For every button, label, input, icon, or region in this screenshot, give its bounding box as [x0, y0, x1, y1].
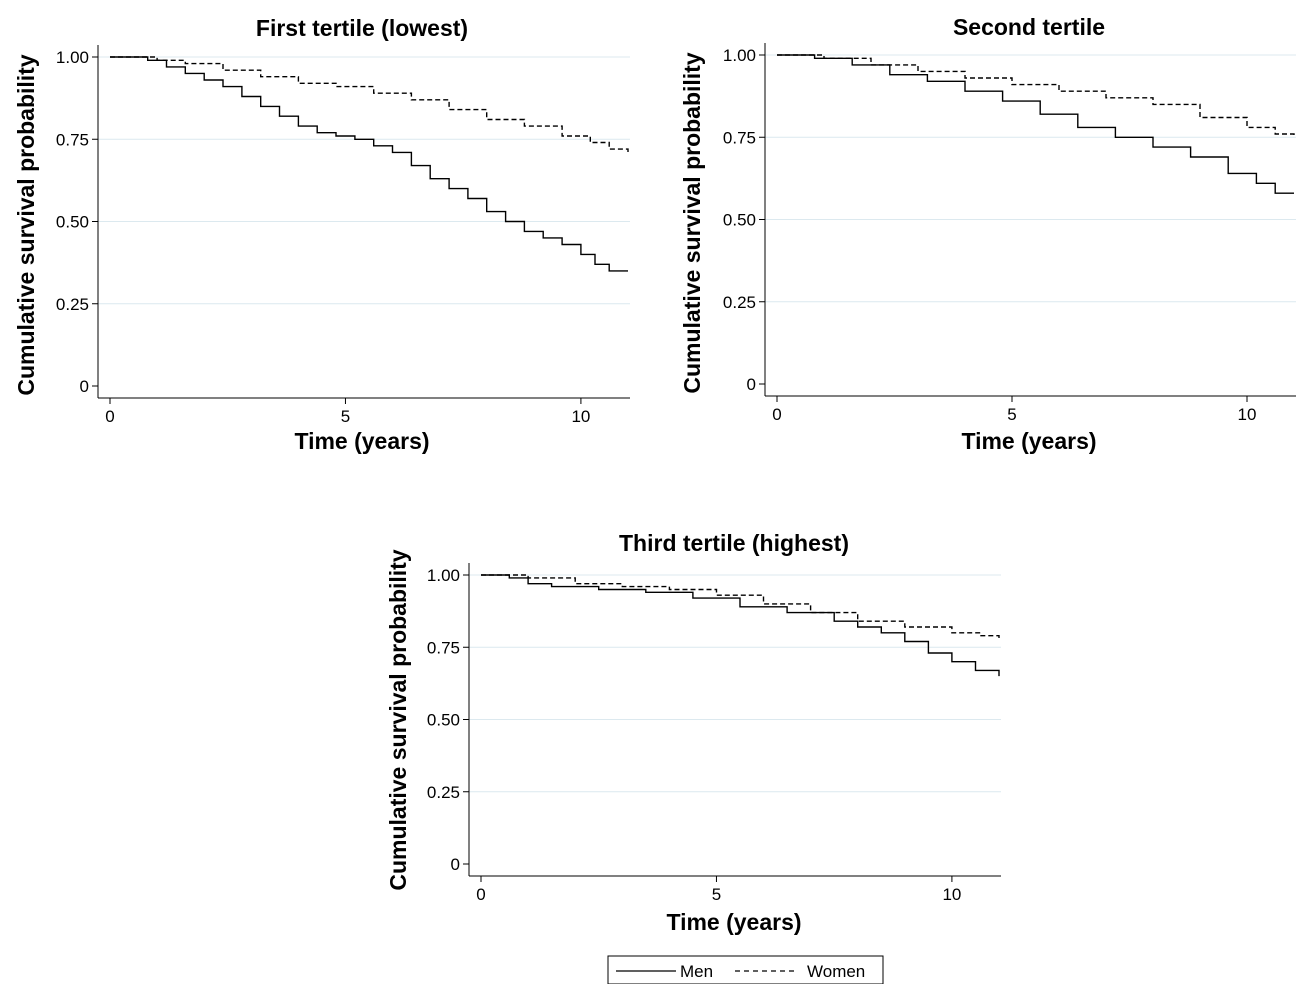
y-tick-label: 0.75	[56, 130, 89, 149]
legend: Men Women	[607, 955, 884, 984]
panel-title: Second tertile	[953, 14, 1105, 40]
plot-area: 0 0.25 0.50 0.75 1.00 0 5 10	[723, 43, 1296, 424]
panel-title: First tertile (lowest)	[256, 15, 468, 41]
series-line-women	[110, 56, 629, 153]
plot-area: 0 0.25 0.50 0.75 1.00 0 5 10	[56, 45, 630, 426]
legend-label-women: Women	[807, 962, 865, 981]
plot-area: 0 0.25 0.50 0.75 1.00 0 5 10	[427, 563, 1001, 904]
panel-first-tertile: First tertile (lowest) Cumulative surviv…	[13, 15, 630, 454]
x-tick-label: 0	[105, 407, 114, 426]
panel-second-tertile: Second tertile Cumulative survival proba…	[679, 14, 1296, 454]
x-tick-label: 0	[772, 405, 781, 424]
panel-title: Third tertile (highest)	[619, 530, 849, 556]
y-axis-label: Cumulative survival probability	[13, 54, 39, 395]
series-line-men	[481, 574, 1000, 677]
x-tick-label: 5	[341, 407, 350, 426]
y-tick-label: 0.75	[427, 638, 460, 657]
y-tick-label: 0.50	[427, 711, 460, 730]
y-tick-label: 0.50	[723, 211, 756, 230]
y-tick-label: 0.75	[723, 128, 756, 147]
y-tick-label: 0.25	[427, 783, 460, 802]
x-tick-label: 10	[1238, 405, 1257, 424]
panel-third-tertile: Third tertile (highest) Cumulative survi…	[385, 530, 1001, 935]
y-axis-label: Cumulative survival probability	[679, 52, 705, 393]
legend-label-men: Men	[680, 962, 713, 981]
x-tick-label: 5	[712, 885, 721, 904]
y-tick-label: 1.00	[427, 566, 460, 585]
x-axis-label: Time (years)	[666, 909, 801, 935]
y-tick-label: 0	[747, 375, 756, 394]
x-tick-label: 10	[942, 885, 961, 904]
series-line-women	[777, 54, 1295, 138]
y-tick-label: 1.00	[56, 48, 89, 67]
y-tick-label: 0	[451, 855, 460, 874]
series-line-men	[777, 54, 1294, 194]
y-tick-label: 0.50	[56, 213, 89, 232]
legend-box	[607, 955, 884, 984]
y-tick-label: 0	[80, 377, 89, 396]
y-tick-label: 1.00	[723, 46, 756, 65]
x-axis-label: Time (years)	[961, 428, 1096, 454]
series-line-men	[110, 56, 628, 272]
y-axis-label: Cumulative survival probability	[385, 549, 411, 890]
x-axis-label: Time (years)	[294, 428, 429, 454]
x-tick-label: 5	[1007, 405, 1016, 424]
y-tick-label: 0.25	[723, 293, 756, 312]
x-tick-label: 0	[476, 885, 485, 904]
series-line-women	[481, 574, 1000, 639]
x-tick-label: 10	[571, 407, 590, 426]
y-tick-label: 0.25	[56, 295, 89, 314]
